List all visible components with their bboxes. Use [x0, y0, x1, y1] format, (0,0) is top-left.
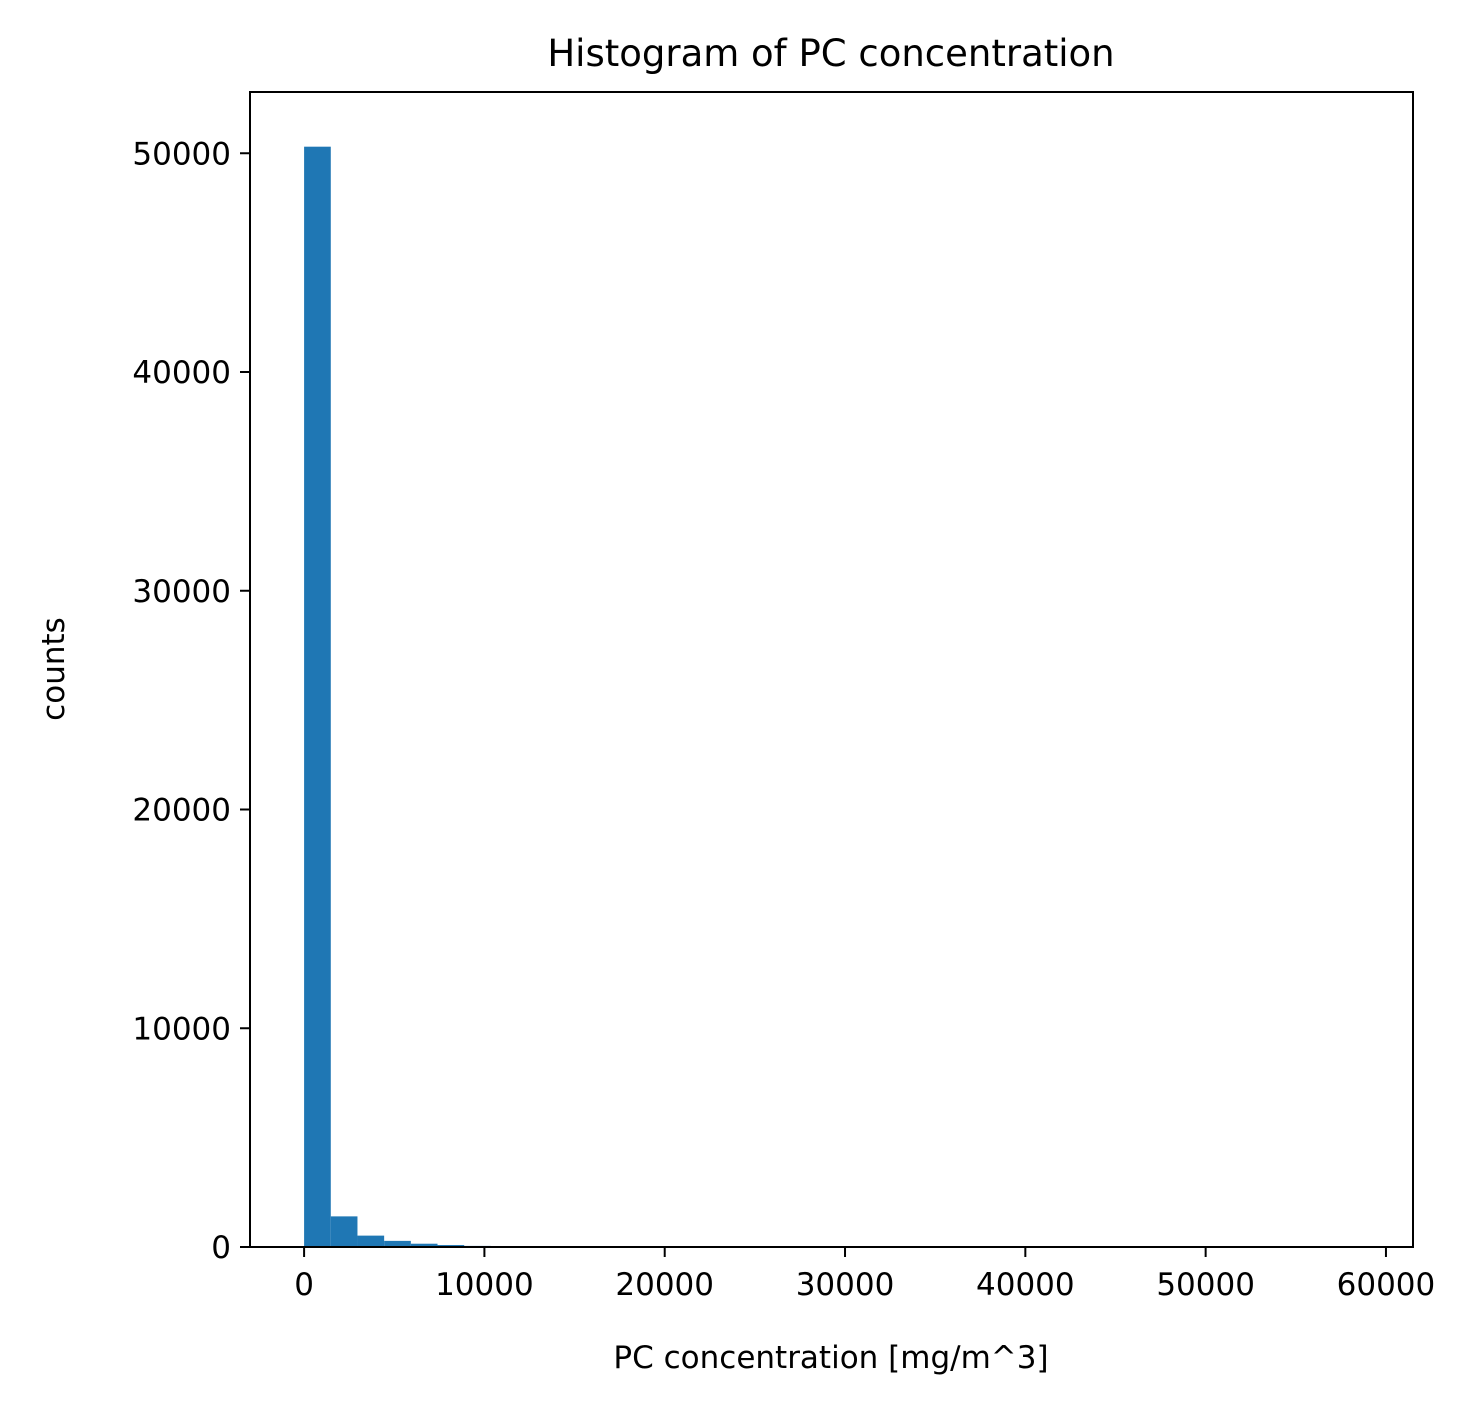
x-tick-label-1: 10000: [435, 1267, 534, 1303]
x-tick-label-0: 0: [294, 1267, 314, 1303]
histogram-bars: [304, 146, 571, 1247]
histogram-bar-1: [330, 1216, 358, 1247]
x-axis-title: PC concentration [mg/m^3]: [613, 1340, 1048, 1376]
y-axis-ticks: 0 10000 20000 30000 40000 50000: [132, 136, 250, 1266]
plot-frame: [249, 91, 1414, 1248]
x-axis-ticks: 0 10000 20000 30000 40000 50000 60000: [294, 1247, 1435, 1303]
histogram-bar-0: [304, 146, 331, 1247]
x-tick-label-2: 20000: [615, 1267, 714, 1303]
histogram-bar-4: [410, 1243, 438, 1247]
y-tick-label-3: 30000: [132, 574, 231, 610]
histogram-bar-2: [357, 1235, 385, 1247]
chart-title: Histogram of PC concentration: [547, 32, 1114, 75]
x-tick-label-4: 40000: [976, 1267, 1075, 1303]
x-tick-label-3: 30000: [796, 1267, 895, 1303]
y-tick-label-1: 10000: [132, 1011, 231, 1047]
x-tick-label-6: 60000: [1337, 1267, 1436, 1303]
y-tick-label-4: 40000: [132, 355, 231, 391]
y-axis-title: counts: [36, 617, 72, 721]
y-tick-label-5: 50000: [132, 136, 231, 172]
y-tick-label-2: 20000: [132, 793, 231, 829]
histogram-bar-3: [384, 1240, 411, 1247]
x-tick-label-5: 50000: [1156, 1267, 1255, 1303]
y-tick-label-0: 0: [211, 1230, 231, 1266]
